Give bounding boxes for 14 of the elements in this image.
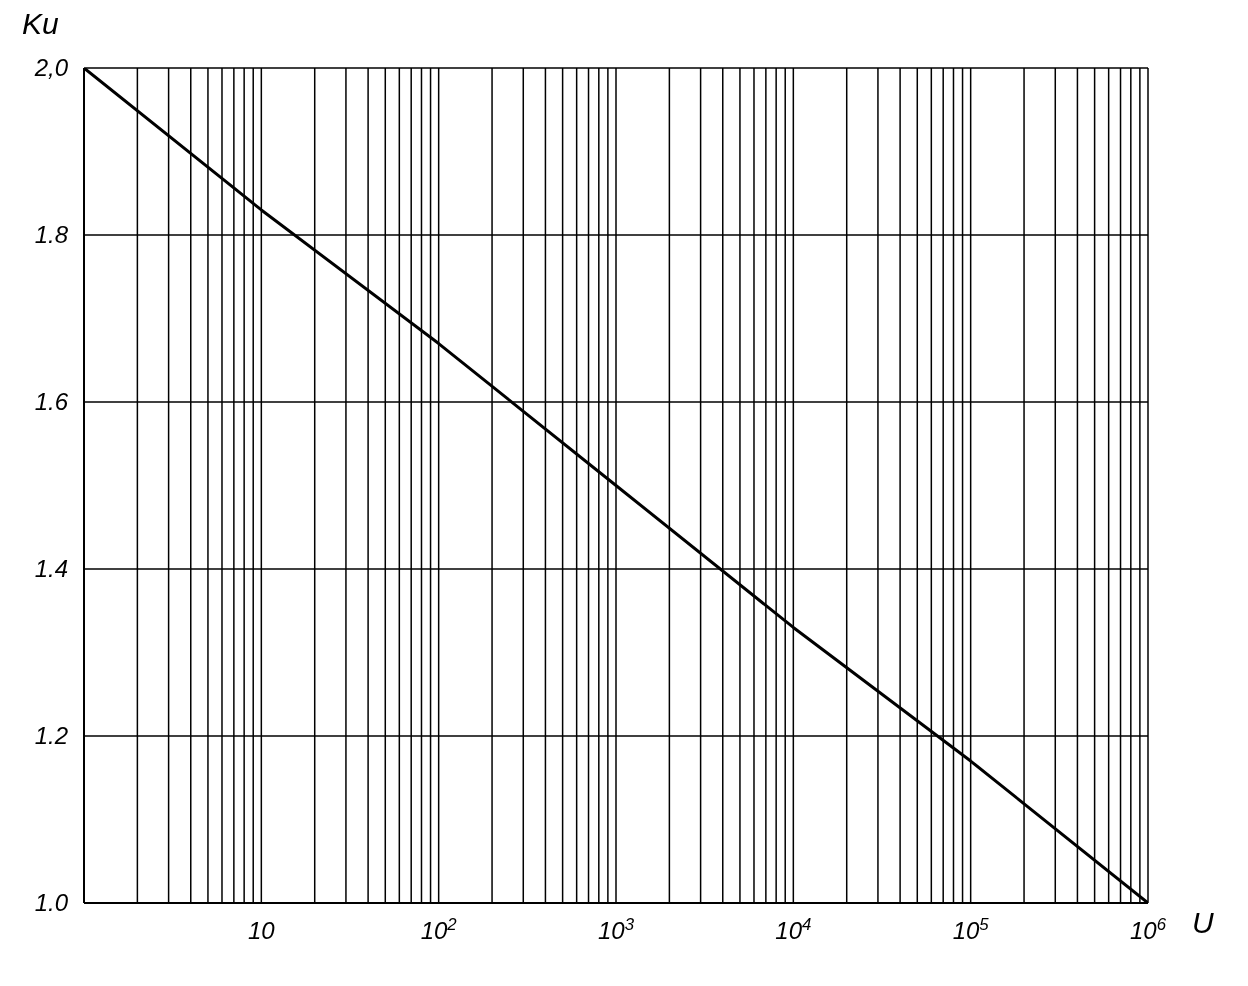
x-tick-label: 10$^{4}$ [775,914,812,944]
y-tick-label: 1.2 [34,722,68,749]
x-tick-label: 10$^{5}$ [952,914,990,944]
x-tick-label: 10$^{6}$ [1129,914,1167,944]
y-tick-label: 1.0 [34,889,69,916]
y-tick-label: 1.8 [34,221,69,248]
y-tick-label: 1.4 [34,555,68,582]
y-tick-label: 2,0 [33,54,69,81]
x-tick-label: 10 [247,917,276,944]
x-tick-label: 10$^{2}$ [420,914,458,944]
x-axis-title: U [1192,906,1214,939]
x-tick-label: 10$^{3}$ [597,914,635,944]
y-tick-label: 1.6 [34,388,69,415]
y-axis-title: Ku [22,7,60,40]
